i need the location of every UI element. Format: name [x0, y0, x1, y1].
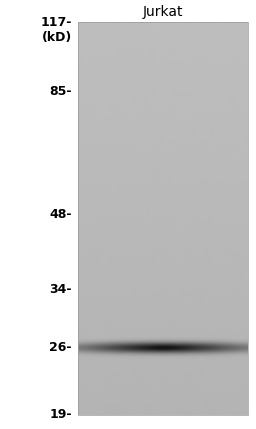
- Bar: [78, 22, 248, 415]
- Text: Jurkat: Jurkat: [143, 5, 183, 19]
- Text: 26-: 26-: [49, 341, 72, 353]
- Text: (kD): (kD): [42, 31, 72, 45]
- Text: 117-: 117-: [41, 15, 72, 28]
- Text: 19-: 19-: [49, 408, 72, 422]
- Text: 85-: 85-: [49, 85, 72, 97]
- Text: 34-: 34-: [49, 283, 72, 296]
- Text: 48-: 48-: [49, 208, 72, 221]
